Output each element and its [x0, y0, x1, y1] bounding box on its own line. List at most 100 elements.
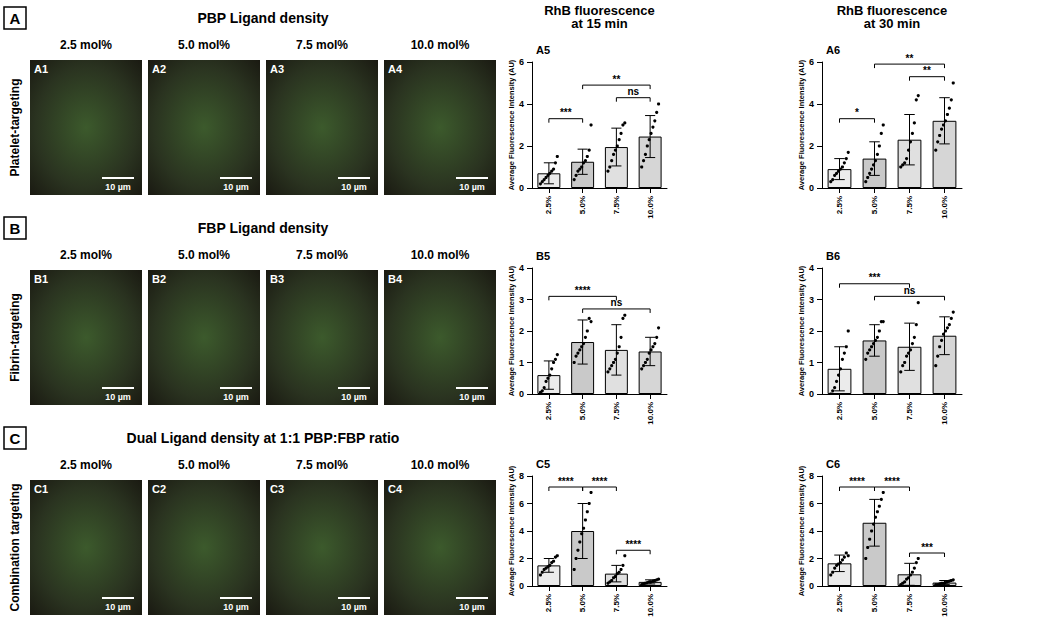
- svg-text:****: ****: [625, 539, 641, 550]
- svg-text:0: 0: [809, 581, 814, 591]
- svg-text:7.5%: 7.5%: [612, 594, 621, 612]
- svg-text:****: ****: [884, 476, 900, 487]
- svg-text:2.5 mol%: 2.5 mol%: [60, 248, 112, 262]
- svg-text:10.0%: 10.0%: [646, 594, 655, 617]
- svg-text:B3: B3: [270, 273, 284, 285]
- svg-text:10 µm: 10 µm: [105, 392, 131, 402]
- svg-text:4: 4: [809, 99, 814, 109]
- svg-text:10 µm: 10 µm: [223, 182, 249, 192]
- svg-text:10 µm: 10 µm: [105, 602, 131, 612]
- svg-text:7.5 mol%: 7.5 mol%: [296, 248, 348, 262]
- svg-text:10 µm: 10 µm: [223, 602, 249, 612]
- svg-text:10 µm: 10 µm: [459, 602, 485, 612]
- svg-text:6: 6: [809, 57, 814, 67]
- svg-text:FBP Ligand density: FBP Ligand density: [198, 220, 329, 236]
- svg-text:A6: A6: [826, 44, 840, 56]
- svg-text:7.5%: 7.5%: [612, 402, 621, 420]
- svg-text:7.5%: 7.5%: [612, 196, 621, 214]
- svg-text:2.5%: 2.5%: [835, 594, 844, 612]
- svg-text:0: 0: [519, 389, 524, 399]
- svg-text:5.0 mol%: 5.0 mol%: [178, 458, 230, 472]
- svg-text:2.5%: 2.5%: [835, 196, 844, 214]
- svg-text:C3: C3: [270, 483, 284, 495]
- svg-text:10 µm: 10 µm: [341, 602, 367, 612]
- svg-text:5.0%: 5.0%: [578, 402, 587, 420]
- svg-text:8: 8: [809, 471, 814, 481]
- svg-text:*: *: [855, 107, 859, 118]
- svg-text:4: 4: [809, 263, 814, 273]
- svg-text:2.5%: 2.5%: [544, 594, 553, 612]
- svg-text:5.0 mol%: 5.0 mol%: [178, 38, 230, 52]
- svg-text:10 µm: 10 µm: [341, 182, 367, 192]
- svg-text:A2: A2: [152, 63, 166, 75]
- svg-text:****: ****: [592, 476, 608, 487]
- svg-text:PBP Ligand density: PBP Ligand density: [197, 10, 328, 26]
- svg-text:4: 4: [519, 263, 524, 273]
- svg-text:2.5%: 2.5%: [544, 402, 553, 420]
- svg-text:6: 6: [809, 499, 814, 509]
- svg-text:4: 4: [519, 99, 524, 109]
- svg-text:Dual Ligand density at 1:1 PBP: Dual Ligand density at 1:1 PBP:FBP ratio: [127, 430, 400, 446]
- svg-text:5.0%: 5.0%: [870, 402, 879, 420]
- svg-text:Average Fluorescence Intensity: Average Fluorescence Intensity (AU): [797, 59, 806, 190]
- svg-text:4: 4: [519, 526, 524, 536]
- svg-text:2.5%: 2.5%: [835, 402, 844, 420]
- svg-text:B6: B6: [826, 250, 840, 262]
- svg-text:***: ***: [869, 272, 881, 283]
- svg-text:5.0%: 5.0%: [870, 196, 879, 214]
- svg-text:5.0 mol%: 5.0 mol%: [178, 248, 230, 262]
- svg-text:Platelet-targeting: Platelet-targeting: [8, 78, 22, 176]
- svg-text:10.0%: 10.0%: [940, 402, 949, 425]
- svg-text:6: 6: [519, 57, 524, 67]
- svg-text:2.5 mol%: 2.5 mol%: [60, 458, 112, 472]
- svg-text:6: 6: [519, 499, 524, 509]
- svg-text:10.0%: 10.0%: [646, 402, 655, 425]
- svg-text:***: ***: [921, 542, 933, 553]
- svg-text:8: 8: [519, 471, 524, 481]
- svg-text:Combination targeting: Combination targeting: [8, 484, 22, 612]
- svg-text:7.5 mol%: 7.5 mol%: [296, 458, 348, 472]
- svg-text:A1: A1: [34, 63, 48, 75]
- svg-text:A3: A3: [270, 63, 284, 75]
- svg-text:Average Fluorescence Intensity: Average Fluorescence Intensity (AU): [507, 59, 516, 190]
- svg-text:at 15 min: at 15 min: [571, 16, 627, 31]
- svg-text:2: 2: [809, 554, 814, 564]
- svg-text:**: **: [906, 53, 914, 64]
- svg-text:A: A: [10, 10, 21, 27]
- svg-text:****: ****: [558, 476, 574, 487]
- svg-text:C1: C1: [34, 483, 48, 495]
- svg-text:at 30 min: at 30 min: [864, 16, 920, 31]
- svg-text:B5: B5: [536, 250, 550, 262]
- svg-text:3: 3: [519, 295, 524, 305]
- svg-text:0: 0: [809, 183, 814, 193]
- svg-text:7.5%: 7.5%: [905, 196, 914, 214]
- svg-text:C6: C6: [826, 458, 840, 470]
- svg-text:A4: A4: [388, 63, 403, 75]
- svg-text:0: 0: [519, 183, 524, 193]
- svg-text:Average Fluorescence Intensity: Average Fluorescence Intensity (AU): [507, 265, 516, 396]
- svg-text:Average Fluorescence Intensity: Average Fluorescence Intensity (AU): [797, 265, 806, 396]
- svg-text:***: ***: [560, 107, 572, 118]
- svg-text:10.0 mol%: 10.0 mol%: [411, 248, 470, 262]
- svg-text:C5: C5: [536, 458, 550, 470]
- svg-text:7.5%: 7.5%: [905, 594, 914, 612]
- svg-text:C2: C2: [152, 483, 166, 495]
- svg-text:2: 2: [809, 326, 814, 336]
- svg-text:**: **: [612, 74, 620, 85]
- svg-text:10 µm: 10 µm: [105, 182, 131, 192]
- svg-text:2.5%: 2.5%: [544, 196, 553, 214]
- svg-text:2.5 mol%: 2.5 mol%: [60, 38, 112, 52]
- svg-text:**: **: [923, 65, 931, 76]
- svg-text:10 µm: 10 µm: [341, 392, 367, 402]
- svg-text:B: B: [10, 220, 21, 237]
- svg-text:10 µm: 10 µm: [459, 182, 485, 192]
- svg-text:Average Fluorescence Intensity: Average Fluorescence Intensity (AU): [507, 465, 516, 596]
- svg-text:10.0 mol%: 10.0 mol%: [411, 38, 470, 52]
- svg-text:Average Fluorescence Intensity: Average Fluorescence Intensity (AU): [797, 465, 806, 596]
- svg-text:1: 1: [809, 358, 814, 368]
- svg-text:2: 2: [809, 141, 814, 151]
- svg-text:0: 0: [519, 581, 524, 591]
- svg-text:2: 2: [519, 141, 524, 151]
- svg-text:2: 2: [519, 326, 524, 336]
- svg-text:A5: A5: [536, 44, 550, 56]
